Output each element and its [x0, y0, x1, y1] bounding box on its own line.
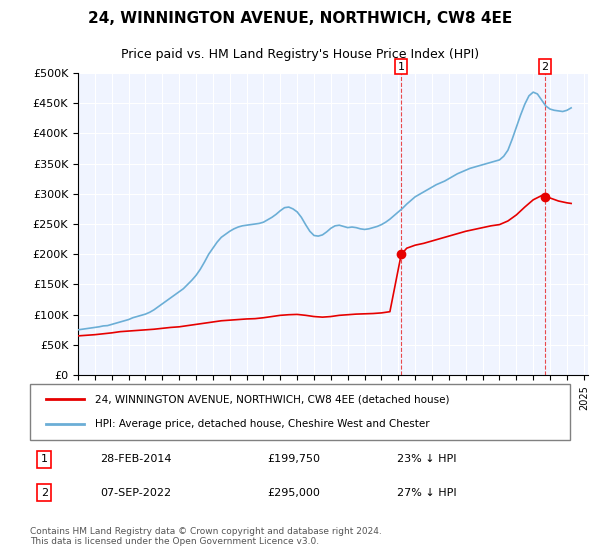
Text: 23% ↓ HPI: 23% ↓ HPI	[397, 454, 457, 464]
Text: 24, WINNINGTON AVENUE, NORTHWICH, CW8 4EE: 24, WINNINGTON AVENUE, NORTHWICH, CW8 4E…	[88, 11, 512, 26]
Text: 2: 2	[541, 62, 548, 72]
Text: 07-SEP-2022: 07-SEP-2022	[100, 488, 172, 498]
Text: 24, WINNINGTON AVENUE, NORTHWICH, CW8 4EE (detached house): 24, WINNINGTON AVENUE, NORTHWICH, CW8 4E…	[95, 394, 449, 404]
Text: Price paid vs. HM Land Registry's House Price Index (HPI): Price paid vs. HM Land Registry's House …	[121, 48, 479, 61]
Text: £295,000: £295,000	[268, 488, 320, 498]
Text: Contains HM Land Registry data © Crown copyright and database right 2024.
This d: Contains HM Land Registry data © Crown c…	[30, 526, 382, 546]
Text: 1: 1	[398, 62, 404, 72]
Text: 2: 2	[41, 488, 48, 498]
FancyBboxPatch shape	[30, 384, 570, 440]
Text: HPI: Average price, detached house, Cheshire West and Chester: HPI: Average price, detached house, Ches…	[95, 419, 430, 429]
Text: 28-FEB-2014: 28-FEB-2014	[100, 454, 172, 464]
Text: £199,750: £199,750	[268, 454, 320, 464]
Text: 27% ↓ HPI: 27% ↓ HPI	[397, 488, 457, 498]
Text: 1: 1	[41, 454, 48, 464]
